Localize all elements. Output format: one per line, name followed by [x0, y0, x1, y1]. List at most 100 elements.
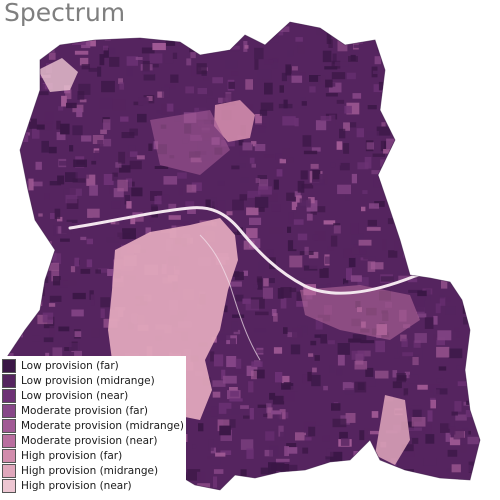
map-cell — [141, 201, 153, 209]
map-cell — [48, 52, 56, 60]
map-cell — [474, 220, 480, 226]
map-cell — [285, 64, 292, 76]
map-cell — [189, 22, 202, 27]
map-cell — [214, 200, 226, 212]
map-cell — [421, 263, 433, 275]
map-cell — [262, 287, 273, 299]
map-cell — [220, 429, 232, 441]
map-cell — [15, 101, 29, 112]
map-cell — [411, 29, 417, 33]
map-cell — [16, 273, 23, 282]
map-cell — [126, 201, 132, 209]
map-cell — [283, 391, 296, 402]
map-cell — [178, 188, 183, 196]
map-cell — [186, 184, 197, 193]
map-cell — [5, 182, 12, 194]
map-cell — [282, 106, 292, 114]
map-cell — [52, 253, 62, 265]
map-cell — [177, 172, 187, 179]
map-cell — [280, 287, 292, 298]
map-cell — [146, 63, 159, 68]
map-cell — [226, 45, 240, 50]
map-cell — [443, 38, 450, 45]
map-cell — [65, 89, 72, 100]
map-cell — [334, 468, 347, 476]
high-provision-patch-southeast — [375, 395, 410, 465]
map-cell — [357, 277, 369, 286]
map-cell — [190, 52, 196, 59]
map-cell — [476, 313, 480, 319]
map-cell — [354, 361, 368, 370]
map-cell — [328, 39, 333, 48]
map-cell — [389, 474, 395, 485]
map-cell — [239, 194, 247, 201]
map-cell — [441, 280, 448, 289]
map-cell — [10, 303, 20, 312]
map-cell — [323, 459, 330, 470]
map-cell — [388, 22, 398, 33]
map-cell — [346, 72, 356, 80]
map-cell — [308, 353, 314, 357]
map-cell — [364, 156, 372, 169]
map-cell — [320, 334, 327, 344]
map-cell — [433, 182, 439, 193]
map-cell — [462, 482, 472, 490]
map-cell — [15, 69, 25, 79]
map-cell — [407, 278, 418, 283]
map-cell — [246, 104, 254, 110]
map-cell — [53, 276, 61, 286]
map-cell — [263, 59, 274, 65]
map-cell — [278, 425, 284, 437]
map-cell — [408, 62, 423, 68]
map-cell — [17, 275, 23, 280]
map-cell — [18, 111, 31, 122]
city-boundary — [4, 21, 481, 491]
map-cell — [414, 218, 427, 227]
map-cell — [240, 177, 249, 184]
map-cell — [264, 449, 273, 457]
legend-item-high-far: High provision (far) — [0, 448, 122, 464]
map-cell — [230, 338, 236, 349]
map-cell — [29, 58, 41, 68]
map-cell — [339, 110, 347, 114]
map-cell — [299, 458, 305, 467]
map-cell — [326, 448, 334, 457]
map-cell — [350, 275, 362, 282]
map-cell — [425, 59, 431, 68]
map-cell — [14, 25, 26, 34]
map-cell — [333, 225, 341, 234]
map-cell — [79, 99, 87, 103]
map-cell — [357, 382, 365, 390]
map-cell — [417, 28, 423, 39]
map-cell — [396, 49, 405, 56]
map-cell — [450, 51, 462, 59]
map-cell — [291, 75, 303, 83]
map-cell — [280, 298, 287, 309]
map-cell — [49, 325, 55, 338]
map-cell — [164, 54, 174, 64]
map-cell — [448, 183, 460, 193]
map-cell — [249, 22, 255, 26]
map-cell — [362, 190, 368, 194]
map-cell — [342, 474, 355, 486]
map-cell — [287, 447, 298, 454]
map-cell — [234, 22, 244, 26]
map-cell — [9, 163, 20, 175]
map-cell — [405, 112, 417, 119]
map-cell — [32, 307, 38, 314]
map-cell — [373, 84, 384, 93]
map-cell — [478, 214, 480, 219]
map-cell — [245, 299, 260, 311]
map-cell — [400, 199, 408, 211]
map-cell — [219, 425, 231, 436]
map-cell — [61, 95, 67, 107]
map-cell — [425, 434, 435, 444]
map-cell — [411, 417, 426, 427]
map-cell — [132, 212, 143, 216]
map-cell — [35, 297, 42, 301]
map-cell — [81, 64, 90, 70]
map-cell — [339, 473, 347, 479]
map-cell — [290, 385, 299, 392]
map-cell — [255, 178, 260, 184]
map-cell — [113, 176, 119, 187]
